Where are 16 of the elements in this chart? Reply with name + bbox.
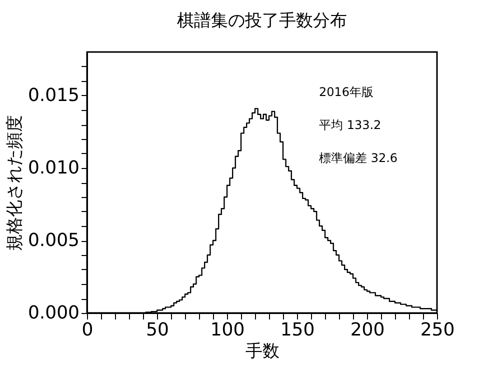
annotation: 2016年版 <box>319 85 374 99</box>
x-tick-label: 50 <box>146 320 169 340</box>
x-tick-label: 200 <box>350 320 385 340</box>
y-tick-label: 0.015 <box>28 85 80 106</box>
chart-title: 棋譜集の投了手数分布 <box>177 11 347 31</box>
x-tick-label: 0 <box>82 320 94 340</box>
y-tick-label: 0.005 <box>28 230 80 251</box>
y-axis-title: 規格化された頻度 <box>4 115 25 251</box>
annotation: 標準偏差 32.6 <box>319 151 398 165</box>
y-tick-label: 0.010 <box>28 158 80 178</box>
x-tick-label: 250 <box>420 320 455 340</box>
annotation: 平均 133.2 <box>319 118 382 132</box>
x-tick-label: 150 <box>280 320 315 340</box>
y-tick-label: 0.000 <box>28 302 80 324</box>
x-axis-title: 手数 <box>246 342 280 362</box>
x-tick-label: 100 <box>210 320 245 340</box>
